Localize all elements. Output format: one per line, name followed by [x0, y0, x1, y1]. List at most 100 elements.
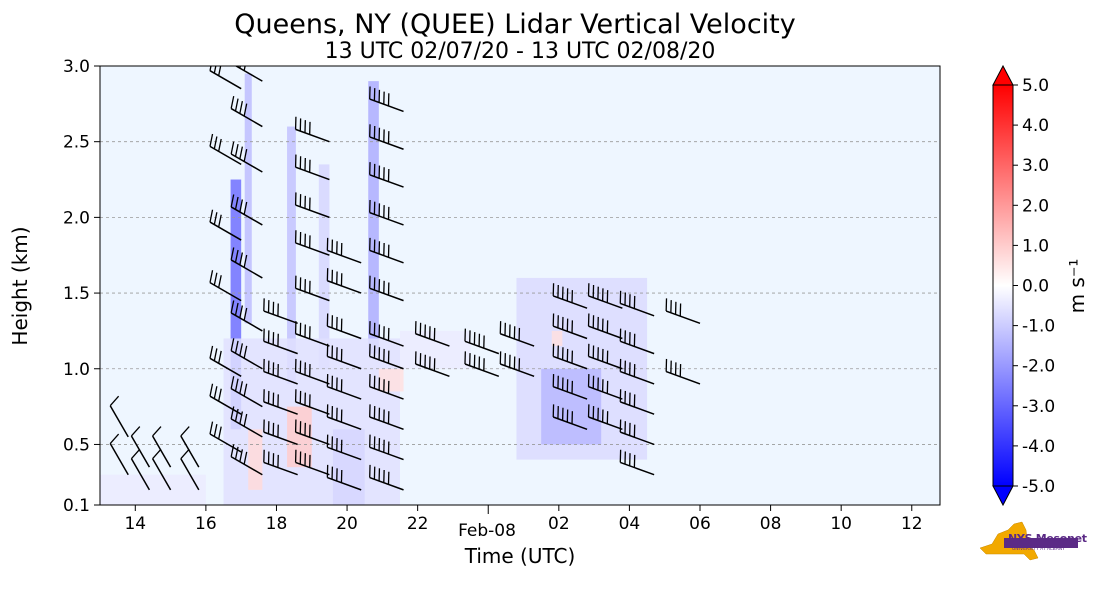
wind-barb: [369, 124, 404, 150]
y-tick-label: 0.5: [63, 435, 90, 455]
wind-barb: [294, 449, 330, 476]
wind-barb-shaft: [230, 312, 263, 332]
y-tick-label: 1.5: [63, 284, 90, 304]
wind-barb-shaft: [369, 211, 404, 226]
wind-barb-shaft: [230, 418, 263, 438]
wind-barb-feather: [234, 196, 239, 210]
wind-barb-feather: [243, 451, 248, 465]
wind-barb-shaft: [552, 295, 588, 309]
wind-barb-feather: [209, 66, 212, 71]
x-tick-label: 22: [407, 514, 429, 534]
x-tick-label: 12: [901, 514, 923, 534]
wind-barb: [369, 275, 404, 302]
wind-barb: [369, 343, 404, 370]
plot-frame: [99, 65, 941, 506]
wind-barb: [369, 374, 404, 400]
colorbar-tick-label: 0.0: [1022, 277, 1049, 297]
wind-barb-feather: [230, 406, 235, 420]
wind-barb-shaft: [369, 98, 404, 113]
wind-barb: [109, 433, 129, 476]
wind-barb-feather: [243, 345, 248, 359]
wind-barb-shaft: [588, 416, 623, 431]
wind-barb-shaft: [369, 174, 404, 188]
wind-barbs: [109, 53, 701, 491]
wind-barb-shaft: [464, 340, 500, 355]
wind-barb-shaft: [263, 431, 298, 446]
wind-barb: [369, 162, 404, 188]
wind-barb-shaft: [369, 476, 404, 491]
wind-barb-feather: [213, 136, 218, 150]
wind-barb-shaft: [209, 70, 242, 90]
wind-barb-feather: [239, 343, 244, 356]
wind-barb: [326, 343, 362, 370]
wind-barb: [230, 141, 263, 173]
wind-barb-shaft: [230, 387, 263, 408]
wind-barb: [180, 448, 200, 491]
wind-barb-shaft: [209, 145, 242, 166]
y-tick-label: 2.5: [63, 133, 90, 153]
wind-barb-feather: [239, 449, 244, 462]
x-tick-label: 16: [195, 514, 217, 534]
wind-barb-shaft: [263, 340, 298, 355]
wind-barb: [619, 328, 655, 355]
wind-barb-feather: [218, 426, 222, 440]
wind-barb: [464, 328, 500, 355]
wind-barb: [209, 133, 242, 166]
chart-title: Queens, NY (QUEE) Lidar Vertical Velocit…: [234, 9, 795, 40]
wind-barb-feather: [243, 148, 248, 162]
wind-barb-shaft: [263, 310, 298, 325]
wind-barb: [230, 376, 263, 408]
ny-state-shape-icon: [979, 521, 1078, 561]
wind-barb-shaft: [327, 446, 362, 461]
colorbar-tick-label: -3.0: [1022, 397, 1055, 417]
wind-barb-shaft: [151, 435, 172, 468]
wind-barb-shaft: [369, 416, 404, 431]
wind-barb-feather: [239, 252, 244, 266]
wind-barb-feather: [209, 383, 214, 397]
wind-barb-shaft: [295, 370, 330, 385]
x-axis: 14 16 18 20 22 02 04 06 08 10 12: [124, 505, 923, 534]
wind-barb: [151, 426, 172, 468]
wind-barb: [263, 328, 298, 355]
wind-barb: [294, 389, 330, 415]
wind-barb-shaft: [620, 431, 655, 446]
wind-barb-shaft: [295, 461, 330, 476]
wind-barb-shaft: [180, 458, 200, 491]
wind-barb: [230, 247, 263, 279]
wind-barb: [587, 343, 623, 370]
wind-barb: [294, 192, 330, 219]
wind-barb-shaft: [327, 476, 362, 491]
wind-barb-feather: [209, 421, 214, 435]
wind-barb-shaft: [180, 435, 200, 468]
wind-barb: [552, 374, 588, 400]
wind-barb-shaft: [130, 435, 151, 468]
velocity-region: [287, 126, 296, 384]
wind-barb: [294, 154, 330, 181]
wind-barb-shaft: [327, 280, 362, 294]
wind-barb-feather: [230, 444, 235, 457]
colorbar-extend-top: [992, 64, 1014, 86]
wind-barb: [552, 313, 588, 340]
wind-barb-feather: [209, 270, 214, 283]
wind-barb-shaft: [552, 355, 588, 370]
wind-barb-feather: [230, 338, 235, 351]
y-tick-label: 0.1: [63, 496, 90, 516]
wind-barb-feather: [230, 141, 235, 155]
wind-barb-shaft: [209, 221, 242, 241]
wind-barb-shaft: [209, 395, 242, 415]
wind-barb: [230, 406, 263, 438]
wind-barb-feather: [213, 66, 217, 74]
logo-text: NYS Mesonet: [1008, 532, 1087, 545]
wind-barb: [665, 298, 701, 325]
wind-barb-feather: [234, 340, 239, 354]
y-tick-label: 3.0: [63, 57, 90, 77]
logo-subtext: UNIVERSITY AT ALBANY: [1012, 547, 1065, 552]
wind-barb-feather: [213, 386, 218, 399]
chart-subtitle: 13 UTC 02/07/20 - 13 UTC 02/08/20: [325, 39, 716, 64]
wind-barb-shaft: [230, 259, 263, 279]
wind-barb: [326, 313, 362, 340]
wind-barb-feather: [209, 209, 214, 223]
wind-barb-feather: [236, 53, 239, 65]
wind-barb-shaft: [369, 287, 404, 302]
wind-barb-shaft: [552, 386, 588, 400]
